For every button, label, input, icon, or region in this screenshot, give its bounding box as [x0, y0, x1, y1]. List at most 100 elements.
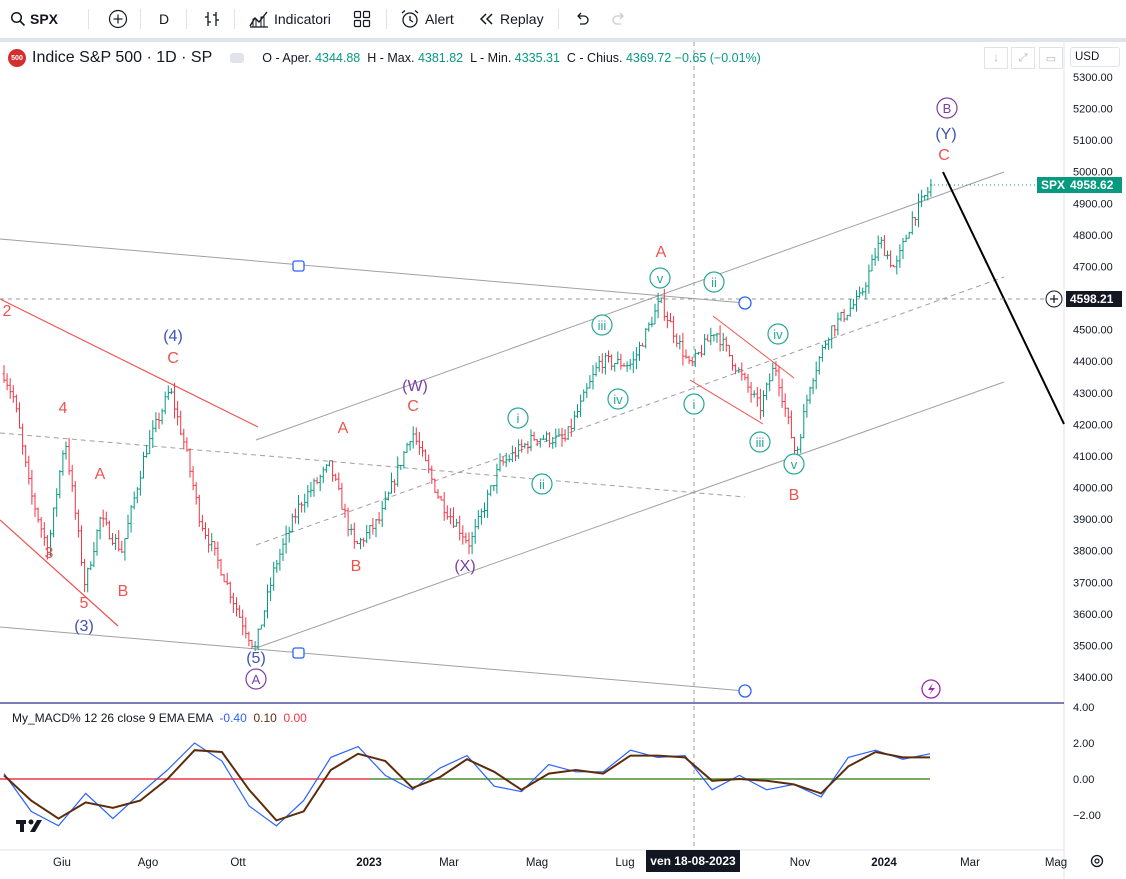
macd-legend[interactable]: My_MACD% 12 26 close 9 EMA EMA -0.40 0.1…	[12, 711, 307, 725]
price-bar	[470, 531, 474, 555]
wave-label[interactable]: B	[118, 583, 129, 600]
symbol-search-button[interactable]: SPX	[10, 0, 58, 38]
wave-label[interactable]: C	[938, 147, 950, 164]
wave-label[interactable]: (4)	[163, 328, 183, 345]
price-bar	[83, 558, 87, 593]
price-bar	[771, 362, 775, 382]
price-bar	[892, 264, 896, 268]
trend-drawings[interactable]	[0, 42, 1065, 850]
channel-upper-line[interactable]	[255, 171, 1005, 441]
price-bar	[30, 469, 34, 505]
price-bar	[746, 373, 750, 393]
wave-label[interactable]: i	[683, 393, 705, 415]
price-bar	[300, 501, 304, 513]
channel-lower-line[interactable]	[255, 381, 1005, 649]
chart-type-button[interactable]	[202, 0, 222, 38]
price-bar	[839, 311, 843, 322]
wave-label[interactable]: ii	[531, 473, 553, 495]
wave-label[interactable]: A	[245, 668, 267, 690]
wave-label[interactable]: v	[649, 267, 671, 289]
trendline-handle[interactable]	[292, 260, 305, 272]
mid-trendline[interactable]	[0, 432, 746, 498]
price-bar	[789, 410, 793, 439]
macd-axis[interactable]: 4.00 2.00 0.00 −2.00	[1073, 702, 1101, 822]
wave-label[interactable]: 5	[80, 595, 89, 612]
flag-upper-line[interactable]	[712, 315, 795, 379]
wedge-lower-line[interactable]	[0, 519, 119, 627]
last-symbol-tag: SPX	[1037, 177, 1070, 193]
wave-label[interactable]: 4	[59, 400, 68, 417]
scroll-down-button[interactable]: ↓	[984, 47, 1008, 69]
replay-button[interactable]: Replay	[478, 0, 544, 38]
svg-text:v: v	[791, 457, 798, 472]
price-tick-label: 3500.00	[1073, 640, 1113, 652]
wave-label[interactable]: C	[167, 350, 179, 367]
replay-label: Replay	[500, 11, 544, 27]
lower-trendline[interactable]	[0, 626, 746, 692]
wave-label[interactable]: A	[95, 466, 106, 483]
alarm-clock-icon	[399, 8, 421, 30]
price-chart[interactable]: 5300.005200.005100.005000.004900.004800.…	[0, 42, 1126, 879]
wave-label[interactable]: B	[936, 97, 958, 119]
time-tick-label: Nov	[790, 857, 811, 869]
wave-label[interactable]: ii	[703, 271, 725, 293]
wave-label[interactable]: v	[783, 453, 805, 475]
indicators-button[interactable]: Indicatori	[248, 0, 331, 38]
gear-icon[interactable]	[1090, 854, 1104, 868]
layouts-button[interactable]	[352, 0, 372, 38]
time-axis[interactable]: Giu Ago Ott 2023 Mar Mag Lug Nov 2024 Mar Mag	[53, 857, 1067, 869]
open-value: 4344.88	[315, 51, 361, 65]
compare-button[interactable]	[108, 0, 128, 38]
wave-label[interactable]: (Y)	[935, 126, 956, 143]
undo-button[interactable]	[573, 0, 591, 38]
svg-text:B: B	[943, 101, 952, 116]
price-tick-label: 5100.00	[1073, 135, 1113, 147]
channel-mid-line[interactable]	[255, 276, 1005, 546]
price-bar	[799, 433, 803, 454]
price-bar	[45, 535, 49, 560]
wave-label[interactable]: C	[407, 398, 419, 415]
interval-button[interactable]: D	[159, 0, 169, 38]
wave-label[interactable]: B	[789, 487, 800, 504]
legend-title[interactable]: Indice S&P 500 · 1D · SP	[32, 49, 213, 66]
wave-label[interactable]: iv	[767, 323, 789, 345]
price-bar	[101, 509, 105, 528]
more-icon[interactable]	[230, 53, 245, 63]
wave-label[interactable]: iii	[591, 314, 613, 336]
wave-label[interactable]: A	[656, 244, 667, 261]
wave-label[interactable]: iv	[607, 388, 629, 410]
trendline-handle[interactable]	[738, 684, 752, 698]
wave-label[interactable]: 3	[45, 545, 54, 562]
restore-button[interactable]: ▭	[1039, 47, 1063, 69]
wedge-upper-line[interactable]	[0, 298, 259, 428]
redo-button[interactable]	[610, 0, 628, 38]
price-bar	[225, 572, 229, 586]
trendline-handle[interactable]	[738, 296, 752, 310]
price-bar	[724, 336, 728, 352]
wave-label[interactable]: (5)	[246, 650, 266, 667]
alert-button[interactable]: Alert	[399, 0, 454, 38]
price-bar	[808, 386, 812, 404]
open-label: O - Aper.	[262, 51, 312, 65]
flag-lower-line[interactable]	[689, 379, 764, 425]
wave-label[interactable]: (X)	[454, 558, 475, 575]
price-bar	[634, 347, 638, 370]
trendline-handle[interactable]	[292, 647, 305, 659]
wave-label[interactable]: A	[338, 420, 349, 437]
wave-label[interactable]: (3)	[74, 618, 94, 635]
price-bar	[18, 402, 21, 429]
wave-label[interactable]: iii	[749, 431, 771, 453]
time-tick-label: Mag	[526, 857, 548, 869]
price-bar	[473, 518, 477, 544]
wave-label[interactable]: (W)	[402, 378, 428, 395]
wave-label[interactable]: i	[507, 407, 529, 429]
projection-line[interactable]	[942, 171, 1065, 425]
price-bar	[346, 507, 350, 537]
wave-label[interactable]: B	[351, 558, 362, 575]
currency-selector[interactable]: USD	[1070, 47, 1120, 67]
price-axis[interactable]: 5300.00 5200.00 5100.00 5000.00 4900.00 4800.…	[1073, 72, 1113, 684]
wave-label[interactable]: 2	[3, 303, 12, 320]
upper-trendline[interactable]	[0, 238, 746, 304]
maximize-button[interactable]: ⤢	[1011, 47, 1035, 69]
